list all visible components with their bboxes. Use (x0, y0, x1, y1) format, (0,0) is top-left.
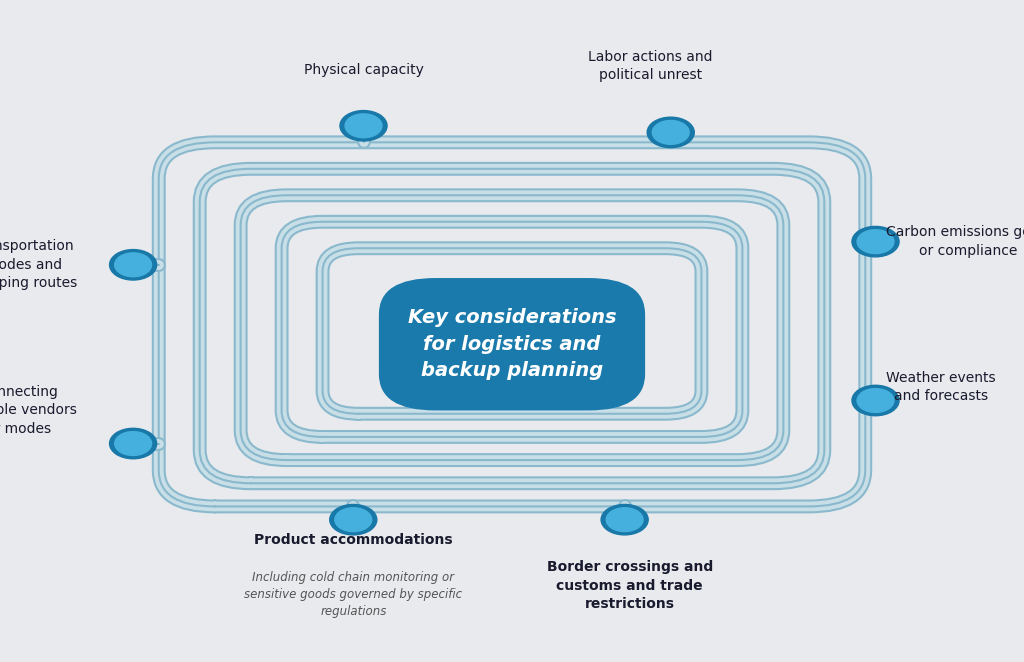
Circle shape (647, 117, 694, 148)
Circle shape (110, 250, 157, 280)
Circle shape (857, 389, 894, 412)
Circle shape (110, 428, 157, 459)
Circle shape (652, 120, 689, 144)
Circle shape (115, 432, 152, 455)
Circle shape (335, 508, 372, 532)
Text: Labor actions and
political unrest: Labor actions and political unrest (588, 50, 713, 82)
Circle shape (340, 111, 387, 141)
Text: Including cold chain monitoring or
sensitive goods governed by specific
regulati: Including cold chain monitoring or sensi… (244, 571, 463, 618)
Text: Product accommodations: Product accommodations (254, 532, 453, 547)
Circle shape (330, 504, 377, 535)
Circle shape (606, 508, 643, 532)
Text: Carbon emissions goals
or compliance: Carbon emissions goals or compliance (886, 226, 1024, 258)
Circle shape (115, 253, 152, 277)
Text: Key considerations
for logistics and
backup planning: Key considerations for logistics and bac… (408, 308, 616, 380)
Text: Border crossings and
customs and trade
restrictions: Border crossings and customs and trade r… (547, 561, 713, 611)
Text: Connecting
multiple vendors
or modes: Connecting multiple vendors or modes (0, 385, 77, 436)
Circle shape (601, 504, 648, 535)
Text: Weather events
and forecasts: Weather events and forecasts (886, 371, 995, 403)
Text: Transportation
modes and
shipping routes: Transportation modes and shipping routes (0, 240, 77, 290)
Circle shape (345, 114, 382, 138)
Circle shape (852, 226, 899, 257)
Circle shape (852, 385, 899, 416)
Circle shape (857, 230, 894, 254)
Text: Physical capacity: Physical capacity (303, 62, 424, 77)
FancyBboxPatch shape (379, 278, 645, 410)
